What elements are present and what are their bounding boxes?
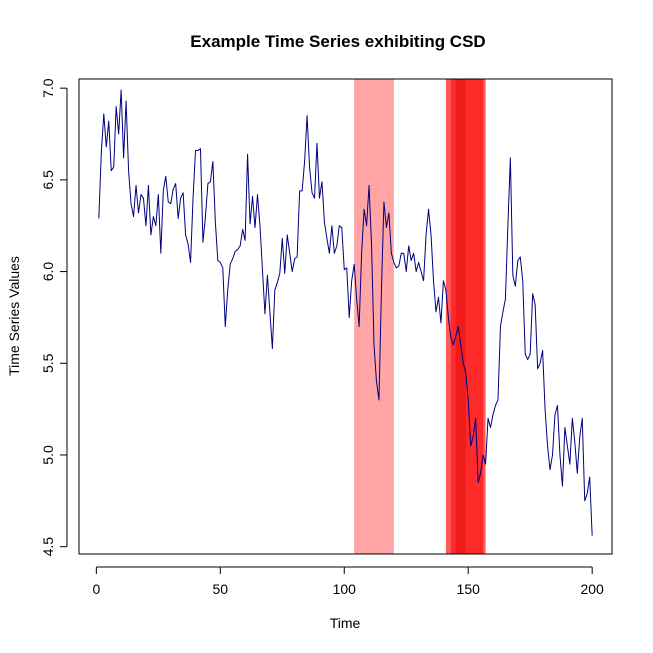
highlight-regions: [354, 79, 486, 554]
y-tick-label: 6.5: [40, 170, 56, 190]
series-lines: [98, 89, 593, 536]
y-tick-label: 4.5: [40, 537, 56, 557]
series-line-1: [98, 89, 593, 536]
y-tick-label: 6.0: [40, 262, 56, 282]
x-tick-label: 50: [213, 581, 229, 597]
x-tick-label: 100: [333, 581, 357, 597]
highlight-region-4: [455, 79, 466, 554]
x-axis-label: Time: [330, 615, 361, 631]
y-tick-label: 5.5: [40, 353, 56, 373]
chart-title: Example Time Series exhibiting CSD: [190, 32, 485, 51]
x-tick-label: 150: [457, 581, 481, 597]
y-tick-label: 5.0: [40, 445, 56, 465]
y-tick-label: 7.0: [40, 78, 56, 98]
y-axis-label: Time Series Values: [6, 256, 22, 376]
plot-frame: [78, 78, 613, 555]
x-tick-label: 0: [92, 581, 100, 597]
x-tick-label: 200: [580, 581, 604, 597]
highlight-region-1: [354, 79, 394, 554]
y-axis: 4.5 5.0 5.5 6.0 6.5 7.0: [40, 78, 68, 557]
x-axis: 0 50 100 150 200: [92, 566, 604, 597]
